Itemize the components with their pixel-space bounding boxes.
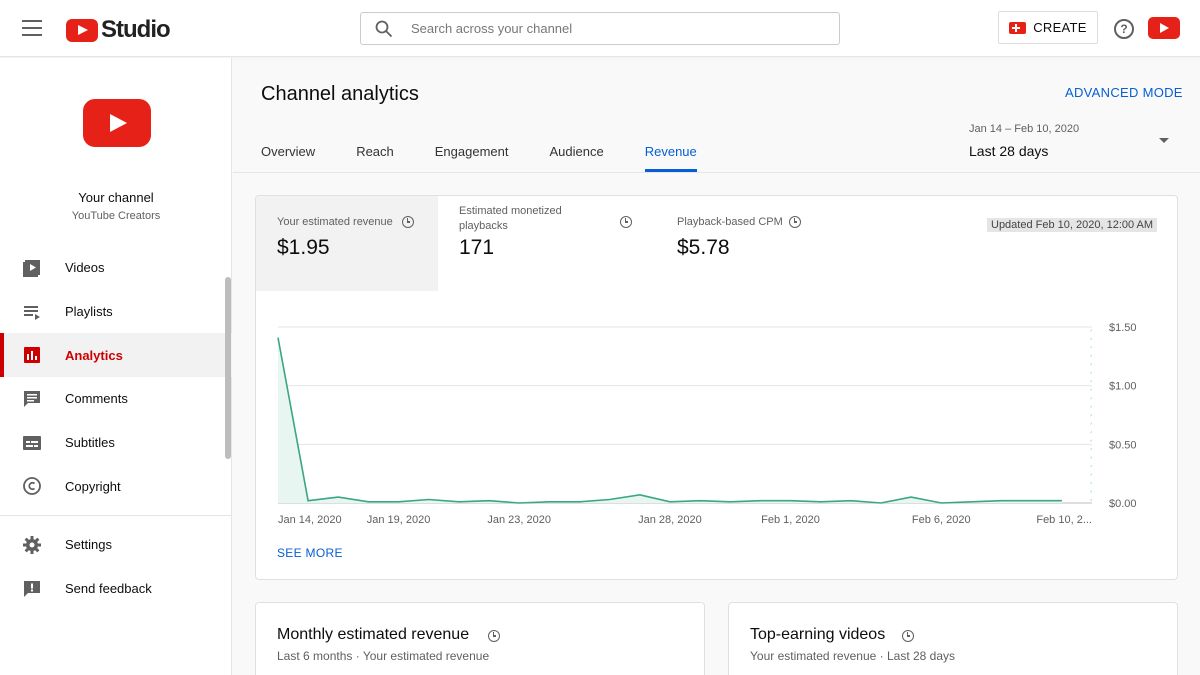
search-box[interactable]: [360, 12, 840, 45]
clock-icon: [789, 216, 801, 228]
sidebar-item-comments[interactable]: Comments: [0, 377, 232, 421]
incomplete-day-region: [1090, 327, 1092, 503]
clock-icon: [620, 216, 632, 228]
tab-revenue[interactable]: Revenue: [644, 138, 697, 173]
revenue-chart: $0.00 $0.50 $1.00 $1.50 Jan 14, 2020 Jan 19, …: [277, 322, 1137, 526]
x-tick-label: Feb 1, 2020: [761, 514, 820, 526]
sidebar-item-copyright[interactable]: Copyright: [0, 464, 232, 508]
sidebar-item-playlists[interactable]: Playlists: [0, 290, 232, 334]
sidebar-item-settings[interactable]: Settings: [0, 523, 232, 567]
tab-overview[interactable]: Overview: [261, 144, 316, 159]
tab-audience[interactable]: Audience: [549, 144, 604, 159]
page-title: Channel analytics: [261, 83, 419, 105]
search-input[interactable]: [411, 13, 831, 44]
sidebar-item-label: Copyright: [65, 478, 121, 494]
metric-label: Your estimated revenue: [277, 216, 393, 228]
top-bar: Studio CREATE ?: [0, 0, 1200, 57]
clock-icon: [902, 630, 914, 642]
videos-icon: [22, 258, 42, 278]
card-subtitle: Last 6 months · Your estimated revenue: [277, 649, 490, 663]
metric-value: 171: [459, 236, 495, 259]
metric-estimated-revenue[interactable]: Your estimated revenue $1.95: [256, 196, 438, 291]
date-range-picker[interactable]: Jan 14 – Feb 10, 2020 Last 28 days: [969, 122, 1179, 166]
sidebar-item-analytics[interactable]: Analytics: [0, 333, 232, 378]
sidebar-item-label: Settings: [65, 537, 112, 553]
sidebar-item-label: Comments: [65, 391, 128, 407]
series-line: [277, 337, 1062, 504]
youtube-logo-icon: [66, 18, 98, 42]
tabs-divider: [233, 172, 1200, 173]
y-tick-label: $0.00: [1109, 498, 1137, 510]
sidebar-item-subtitles[interactable]: Subtitles: [0, 421, 232, 465]
logo-text: Studio: [101, 16, 171, 43]
sidebar-item-label: Videos: [65, 260, 105, 276]
metric-label: Estimated monetized playbacks: [459, 205, 562, 232]
top-earning-videos-card: Top-earning videos Your estimated revenu…: [728, 602, 1178, 675]
subtitles-icon: [22, 433, 42, 453]
metric-monetized-playbacks[interactable]: Estimated monetized playbacks 171: [438, 196, 656, 291]
x-tick-label: Feb 10, 2...: [1036, 514, 1092, 526]
create-label: CREATE: [1033, 20, 1087, 35]
channel-subtitle: YouTube Creators: [71, 210, 161, 222]
analytics-tabs: Overview Reach Engagement Audience Reven…: [261, 138, 738, 173]
revenue-card: Your estimated revenue $1.95 Estimated m…: [255, 195, 1178, 580]
metric-value: $5.78: [677, 236, 730, 259]
x-tick-label: Jan 28, 2020: [638, 514, 702, 526]
see-more-button[interactable]: SEE MORE: [277, 546, 343, 560]
sidebar-item-label: Subtitles: [65, 435, 115, 451]
account-icon[interactable]: [1148, 17, 1180, 39]
sidebar-scrollbar[interactable]: [225, 277, 231, 459]
sidebar-item-label: Playlists: [65, 304, 113, 320]
search-icon[interactable]: [375, 20, 393, 38]
sidebar-item-feedback[interactable]: Send feedback: [0, 567, 232, 611]
create-video-icon: [1009, 21, 1027, 34]
comments-icon: [22, 389, 42, 409]
card-subtitle: Your estimated revenue · Last 28 days: [750, 649, 956, 663]
channel-avatar[interactable]: [83, 99, 151, 147]
updated-timestamp: Updated Feb 10, 2020, 12:00 AM: [987, 218, 1158, 232]
card-title: Monthly estimated revenue: [277, 626, 470, 643]
playlists-icon: [22, 302, 42, 322]
sidebar: Your channel YouTube Creators Videos Pla…: [0, 58, 232, 675]
x-tick-label: Feb 6, 2020: [912, 514, 971, 526]
sidebar-bottom-nav: Settings Send feedback: [0, 523, 232, 610]
help-icon[interactable]: ?: [1114, 19, 1134, 39]
advanced-mode-link[interactable]: ADVANCED MODE: [1065, 85, 1183, 100]
sidebar-item-label: Analytics: [65, 347, 123, 363]
date-range-value: Last 28 days: [969, 143, 1049, 159]
monthly-revenue-card: Monthly estimated revenue Last 6 months …: [255, 602, 705, 675]
menu-icon[interactable]: [22, 20, 42, 36]
sidebar-item-label: Send feedback: [65, 581, 152, 597]
sidebar-nav: Videos Playlists Analytics Comments Subt…: [0, 246, 232, 508]
create-button[interactable]: CREATE: [998, 11, 1098, 44]
channel-name: Your channel: [78, 190, 154, 205]
date-range-label: Jan 14 – Feb 10, 2020: [969, 123, 1080, 135]
tab-engagement[interactable]: Engagement: [434, 144, 509, 159]
tab-reach[interactable]: Reach: [356, 144, 394, 159]
card-title: Top-earning videos: [750, 626, 886, 643]
x-tick-label: Jan 19, 2020: [367, 514, 431, 526]
sidebar-item-videos[interactable]: Videos: [0, 246, 232, 290]
feedback-icon: [22, 579, 42, 599]
metric-playback-cpm[interactable]: Playback-based CPM $5.78: [656, 196, 856, 291]
analytics-icon: [22, 345, 42, 365]
settings-icon: [22, 535, 42, 555]
y-tick-label: $0.50: [1109, 439, 1137, 451]
studio-logo[interactable]: Studio: [66, 16, 171, 44]
copyright-icon: [22, 476, 42, 496]
clock-icon: [402, 216, 414, 228]
metric-label: Playback-based CPM: [677, 216, 783, 228]
x-tick-label: Jan 14, 2020: [278, 514, 342, 526]
chevron-down-icon: [1159, 138, 1169, 143]
y-tick-label: $1.50: [1109, 322, 1137, 334]
series-area: [278, 337, 1062, 503]
metric-value: $1.95: [277, 236, 330, 259]
x-tick-label: Jan 23, 2020: [487, 514, 551, 526]
sidebar-divider: [0, 515, 232, 516]
y-tick-label: $1.00: [1109, 381, 1137, 393]
clock-icon: [488, 630, 500, 642]
